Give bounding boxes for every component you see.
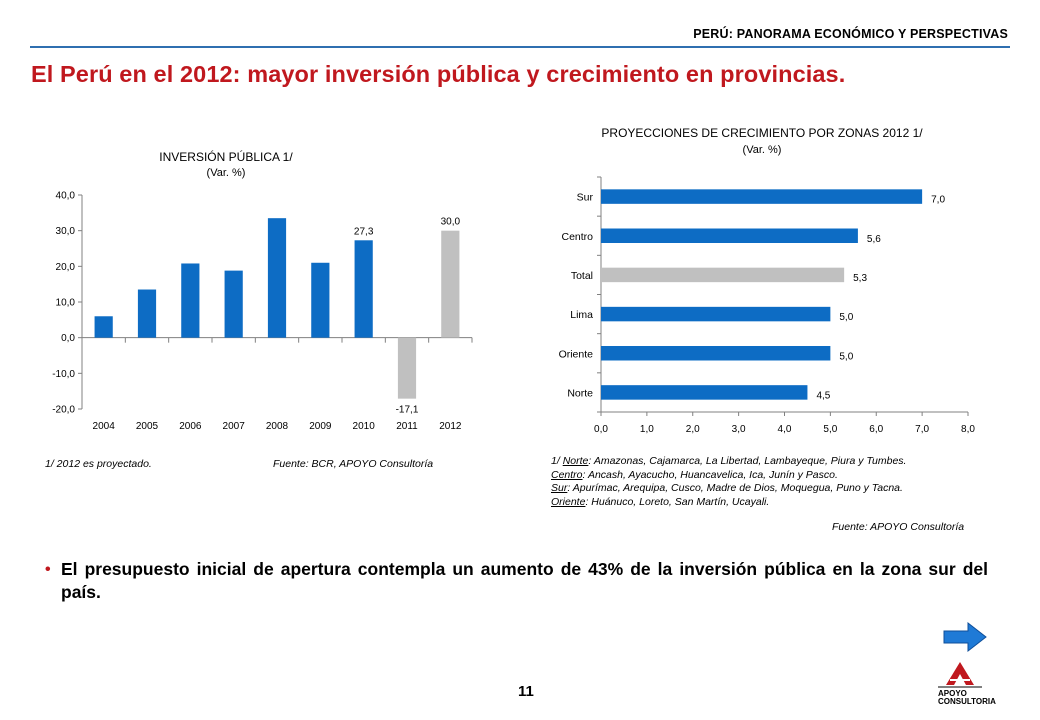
chart2-y-tick-label: Total	[571, 270, 593, 282]
zone-note-oriente: Oriente: Huánuco, Loreto, San Martín, Uc…	[551, 495, 770, 508]
chart1-bar	[224, 270, 243, 338]
chart1-x-tick-label: 2009	[309, 421, 332, 432]
chart1-y-tick-label: 10,0	[56, 298, 76, 309]
chart1-footnote: 1/ 2012 es proyectado.	[45, 458, 152, 470]
chart1-title: INVERSIÓN PÚBLICA 1/	[159, 149, 293, 164]
chart2-bar	[601, 228, 858, 243]
chart2-source: Fuente: APOYO Consultoría	[832, 521, 965, 533]
chart2-data-label: 5,6	[867, 234, 881, 245]
chart1-bar	[397, 337, 417, 399]
header-divider	[30, 46, 1010, 48]
chart2-y-tick-label: Centro	[561, 231, 593, 243]
chart2-x-tick-label: 7,0	[915, 424, 929, 435]
chart1-data-label: 27,3	[354, 226, 374, 237]
chart2-bar	[601, 189, 923, 204]
chart2-data-label: 4,5	[816, 390, 830, 401]
chart2-y-tick-label: Lima	[570, 309, 593, 321]
public-investment-chart: INVERSIÓN PÚBLICA 1/ (Var. %) 40,0 30,0 20…	[52, 149, 473, 432]
zone-definitions: 1/ Norte: Amazonas, Cajamarca, La Libert…	[551, 455, 906, 509]
right-arrow-icon[interactable]	[942, 620, 988, 654]
chart1-x-tick-label: 2010	[353, 421, 376, 432]
chart2-y-tick-label: Oriente	[559, 348, 594, 360]
chart2-data-label: 7,0	[931, 195, 945, 206]
chart2-x-tick-label: 3,0	[732, 424, 746, 435]
page-number: 11	[518, 683, 534, 700]
chart1-x-tick-label: 2011	[396, 421, 418, 432]
chart1-y-tick-label: 20,0	[56, 262, 76, 273]
chart1-bar	[311, 262, 330, 338]
logo-line1: APOYO	[938, 689, 967, 698]
chart1-subtitle: (Var. %)	[207, 167, 246, 179]
chart1-source: Fuente: BCR, APOYO Consultoría	[273, 458, 434, 470]
zone-note-centro: Centro: Ancash, Ayacucho, Huancavelica, …	[551, 468, 838, 481]
chart2-x-tick-label: 4,0	[778, 424, 792, 435]
chart2-subtitle: (Var. %)	[743, 144, 782, 156]
chart2-data-label: 5,0	[839, 312, 853, 323]
chart1-bar	[441, 230, 460, 338]
chart1-x-tick-label: 2012	[439, 421, 462, 432]
chart1-x-tick-label: 2004	[93, 421, 116, 432]
chart1-y-tick-label: 40,0	[56, 191, 76, 202]
logo-line2: CONSULTORIA	[938, 697, 996, 706]
chart1-bar	[137, 289, 157, 338]
chart1-y-tick-label: 30,0	[56, 226, 76, 237]
chart2-x-tick-label: 0,0	[594, 424, 608, 435]
chart2-y-tick-label: Sur	[577, 192, 594, 204]
chart2-x-tick-label: 8,0	[961, 424, 975, 435]
chart2-x-tick-label: 6,0	[869, 424, 883, 435]
chart1-bar	[181, 263, 200, 338]
chart2-data-label: 5,3	[853, 273, 867, 284]
chart2-title: PROYECCIONES DE CRECIMIENTO POR ZONAS 20…	[601, 126, 923, 140]
apoyo-logo: APOYO CONSULTORIA	[938, 662, 996, 706]
chart2-x-tick-label: 1,0	[640, 424, 654, 435]
chart2-y-tick-label: Norte	[567, 387, 593, 399]
chart1-y-tick-label: -20,0	[52, 405, 75, 416]
chart2-bar	[601, 306, 831, 322]
chart1-x-tick-label: 2005	[136, 421, 159, 432]
chart1-y-tick-label: -10,0	[52, 369, 75, 380]
chart1-y-tick-label: 0,0	[61, 333, 75, 344]
bullet-icon: •	[45, 561, 51, 578]
chart1-bar	[354, 240, 373, 338]
chart1-x-tick-label: 2008	[266, 421, 289, 432]
slide-title: El Perú en el 2012: mayor inversión públ…	[31, 61, 846, 87]
summary-bullet: • El presupuesto inicial de apertura con…	[45, 558, 988, 604]
chart1-bar	[94, 316, 113, 338]
chart2-bar	[601, 267, 845, 283]
growth-by-zone-chart: PROYECCIONES DE CRECIMIENTO POR ZONAS 20…	[559, 126, 976, 435]
chart1-x-tick-label: 2007	[223, 421, 246, 432]
chart1-data-label: 30,0	[441, 217, 461, 228]
chart1-data-label: -17,1	[396, 405, 419, 416]
chart2-bar	[601, 346, 831, 361]
chart2-x-tick-label: 5,0	[823, 424, 837, 435]
chart2-x-tick-label: 2,0	[686, 424, 700, 435]
bullet-text: El presupuesto inicial de apertura conte…	[61, 559, 988, 602]
chart1-bar	[267, 218, 287, 338]
zone-note-norte: 1/ Norte: Amazonas, Cajamarca, La Libert…	[551, 455, 907, 467]
chart2-data-label: 5,0	[839, 351, 853, 362]
header-label: PERÚ: PANORAMA ECONÓMICO Y PERSPECTIVAS	[693, 27, 1008, 41]
zone-note-sur: Sur: Apurímac, Arequipa, Cusco, Madre de…	[551, 482, 903, 494]
chart1-x-tick-label: 2006	[179, 421, 202, 432]
chart2-bar	[601, 385, 808, 400]
